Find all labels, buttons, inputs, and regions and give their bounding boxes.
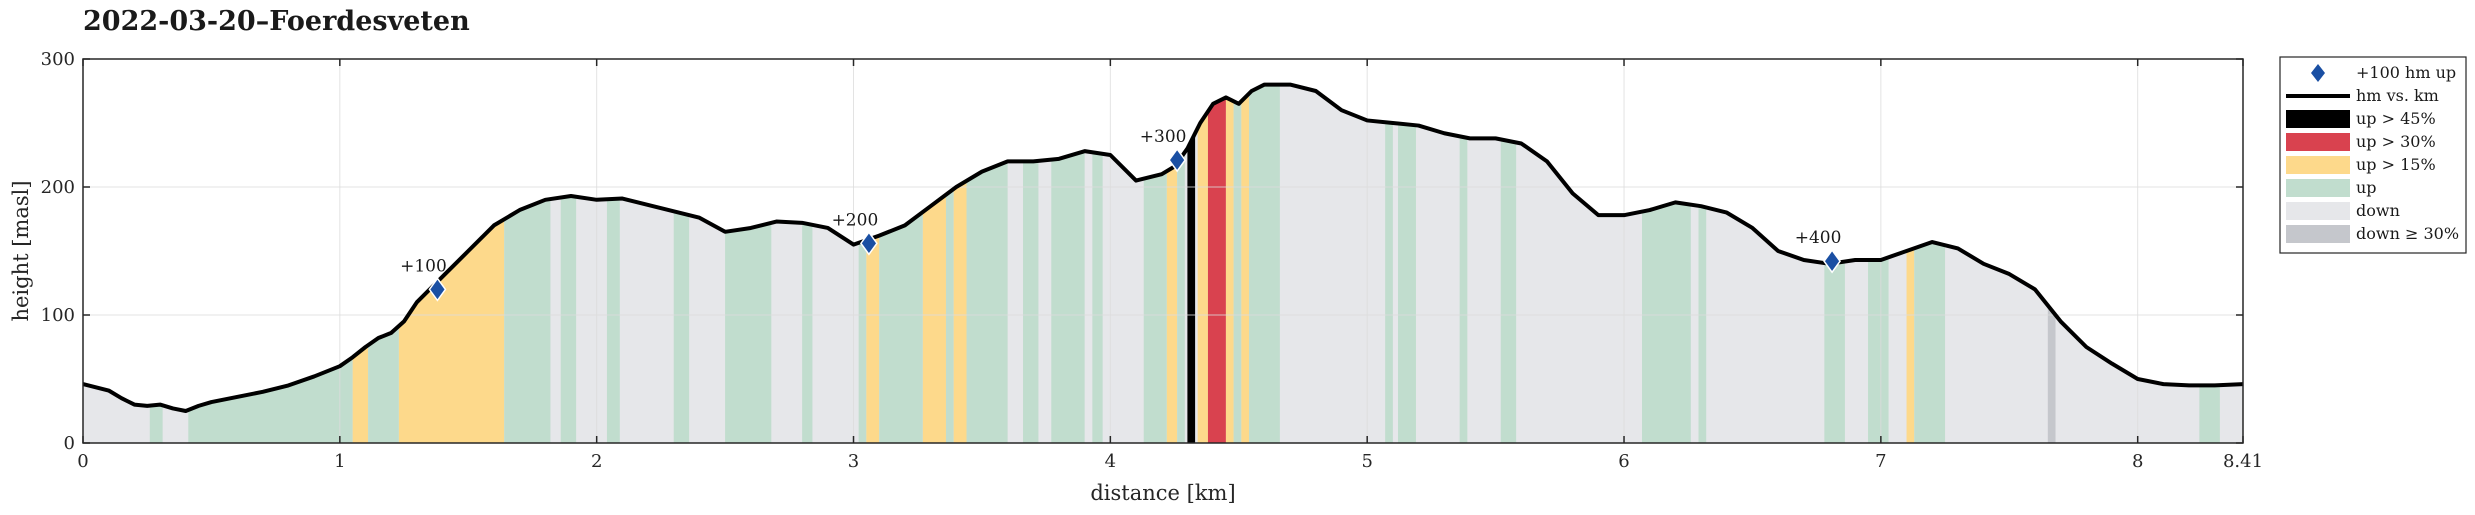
legend-label: hm vs. km <box>2356 86 2439 105</box>
x-tick-label: 5 <box>1361 451 1372 472</box>
segment-up-15 <box>1906 248 1915 443</box>
legend-label: +100 hm up <box>2356 63 2456 82</box>
segment-up <box>1914 242 1946 443</box>
legend-label: up > 45% <box>2356 109 2436 128</box>
x-tick-label: 3 <box>848 451 859 472</box>
segment-up-15 <box>1197 111 1208 443</box>
legend: +100 hm up hm vs. km up > 45% up > 30% up > … <box>2279 56 2467 254</box>
x-tick-label: 1 <box>334 451 345 472</box>
segment-up-15 <box>866 235 880 443</box>
x-tick-label: 7 <box>1875 451 1886 472</box>
milestone-label: +100 <box>400 256 447 276</box>
legend-swatch-up-15 <box>2286 156 2350 174</box>
legend-label: down ≥ 30% <box>2356 224 2459 243</box>
segment-up-15 <box>922 194 946 443</box>
milestone-markers: +100 +200 +300 +400 <box>400 127 1842 302</box>
segment-up <box>966 161 1008 443</box>
segment-up <box>1698 205 1707 443</box>
segment-up <box>879 211 923 443</box>
milestone-label: +300 <box>1140 127 1187 147</box>
axes-box <box>82 58 2244 444</box>
segment-up <box>673 211 690 443</box>
milestone-label: +200 <box>832 210 879 230</box>
segment-up <box>725 222 772 443</box>
segment-up <box>504 199 551 443</box>
segment-up <box>1824 261 1845 443</box>
x-tick-label: 4 <box>1105 451 1116 472</box>
segment-up-45 <box>1187 133 1196 443</box>
x-tick-label: 8.41 <box>2223 451 2263 472</box>
segment-up-15 <box>352 345 369 443</box>
legend-swatch-up-30 <box>2286 133 2350 151</box>
segment-up <box>1143 171 1167 443</box>
segment-up <box>1500 139 1517 443</box>
segment-up <box>1868 257 1889 443</box>
legend-swatch-up <box>2286 179 2350 197</box>
y-tick-label: 100 <box>41 305 75 326</box>
segment-down-30 <box>2047 305 2056 443</box>
milestone-marker <box>1823 248 1841 274</box>
x-tick-label: 0 <box>77 451 88 472</box>
legend-label: up <box>2356 178 2377 197</box>
y-axis-label: height [masl] <box>9 180 33 321</box>
legend-swatch-marker <box>2311 64 2325 82</box>
segment-up <box>1177 152 1185 443</box>
y-tick-label: 300 <box>41 49 75 70</box>
segment-up <box>1642 202 1691 443</box>
y-tick-label: 200 <box>41 177 75 198</box>
segment-up <box>1023 160 1039 443</box>
segment-fills <box>83 84 2243 443</box>
segment-up <box>1233 101 1242 443</box>
segment-up <box>560 195 577 443</box>
segment-up <box>368 326 399 443</box>
x-tick-label: 2 <box>591 451 602 472</box>
segment-up <box>606 198 620 443</box>
segment-up-15 <box>1166 162 1178 443</box>
axes: 0 1 2 3 4 5 6 7 8 8.41 0 100 200 300 <box>41 49 2263 472</box>
segment-up-15 <box>1241 93 1250 443</box>
segment-up <box>802 222 813 443</box>
y-tick-label: 0 <box>64 433 75 454</box>
milestone-marker <box>1168 147 1187 173</box>
segment-up <box>1398 123 1416 443</box>
segment-up-15 <box>398 219 505 443</box>
milestone-label: +400 <box>1795 228 1842 248</box>
x-tick-label: 6 <box>1618 451 1629 472</box>
legend-box <box>2279 56 2467 254</box>
segment-up <box>1249 84 1280 443</box>
legend-label: up > 30% <box>2356 132 2436 151</box>
x-tick-label: 8 <box>2132 451 2143 472</box>
x-axis-label: distance [km] <box>1090 481 1235 505</box>
chart-title: 2022-03-20–Foerdesveten <box>83 6 470 37</box>
segment-up <box>945 188 954 443</box>
legend-swatch-down <box>2286 202 2350 220</box>
segment-up <box>149 404 163 443</box>
segment-up-15 <box>1225 97 1234 443</box>
milestone-marker <box>859 231 878 256</box>
segment-up <box>2199 385 2220 443</box>
legend-swatch-up-45 <box>2286 110 2350 128</box>
segment-up-30 <box>1207 97 1226 443</box>
segment-up <box>1092 152 1103 443</box>
segment-up <box>1385 122 1393 443</box>
segment-up <box>1459 136 1468 443</box>
legend-swatch-down-30 <box>2286 225 2350 243</box>
legend-label: down <box>2356 201 2400 220</box>
legend-label: up > 15% <box>2356 155 2436 174</box>
milestone-marker <box>428 277 447 302</box>
segment-up <box>1051 151 1085 443</box>
segment-up-15 <box>953 180 967 443</box>
segment-up <box>858 240 867 443</box>
